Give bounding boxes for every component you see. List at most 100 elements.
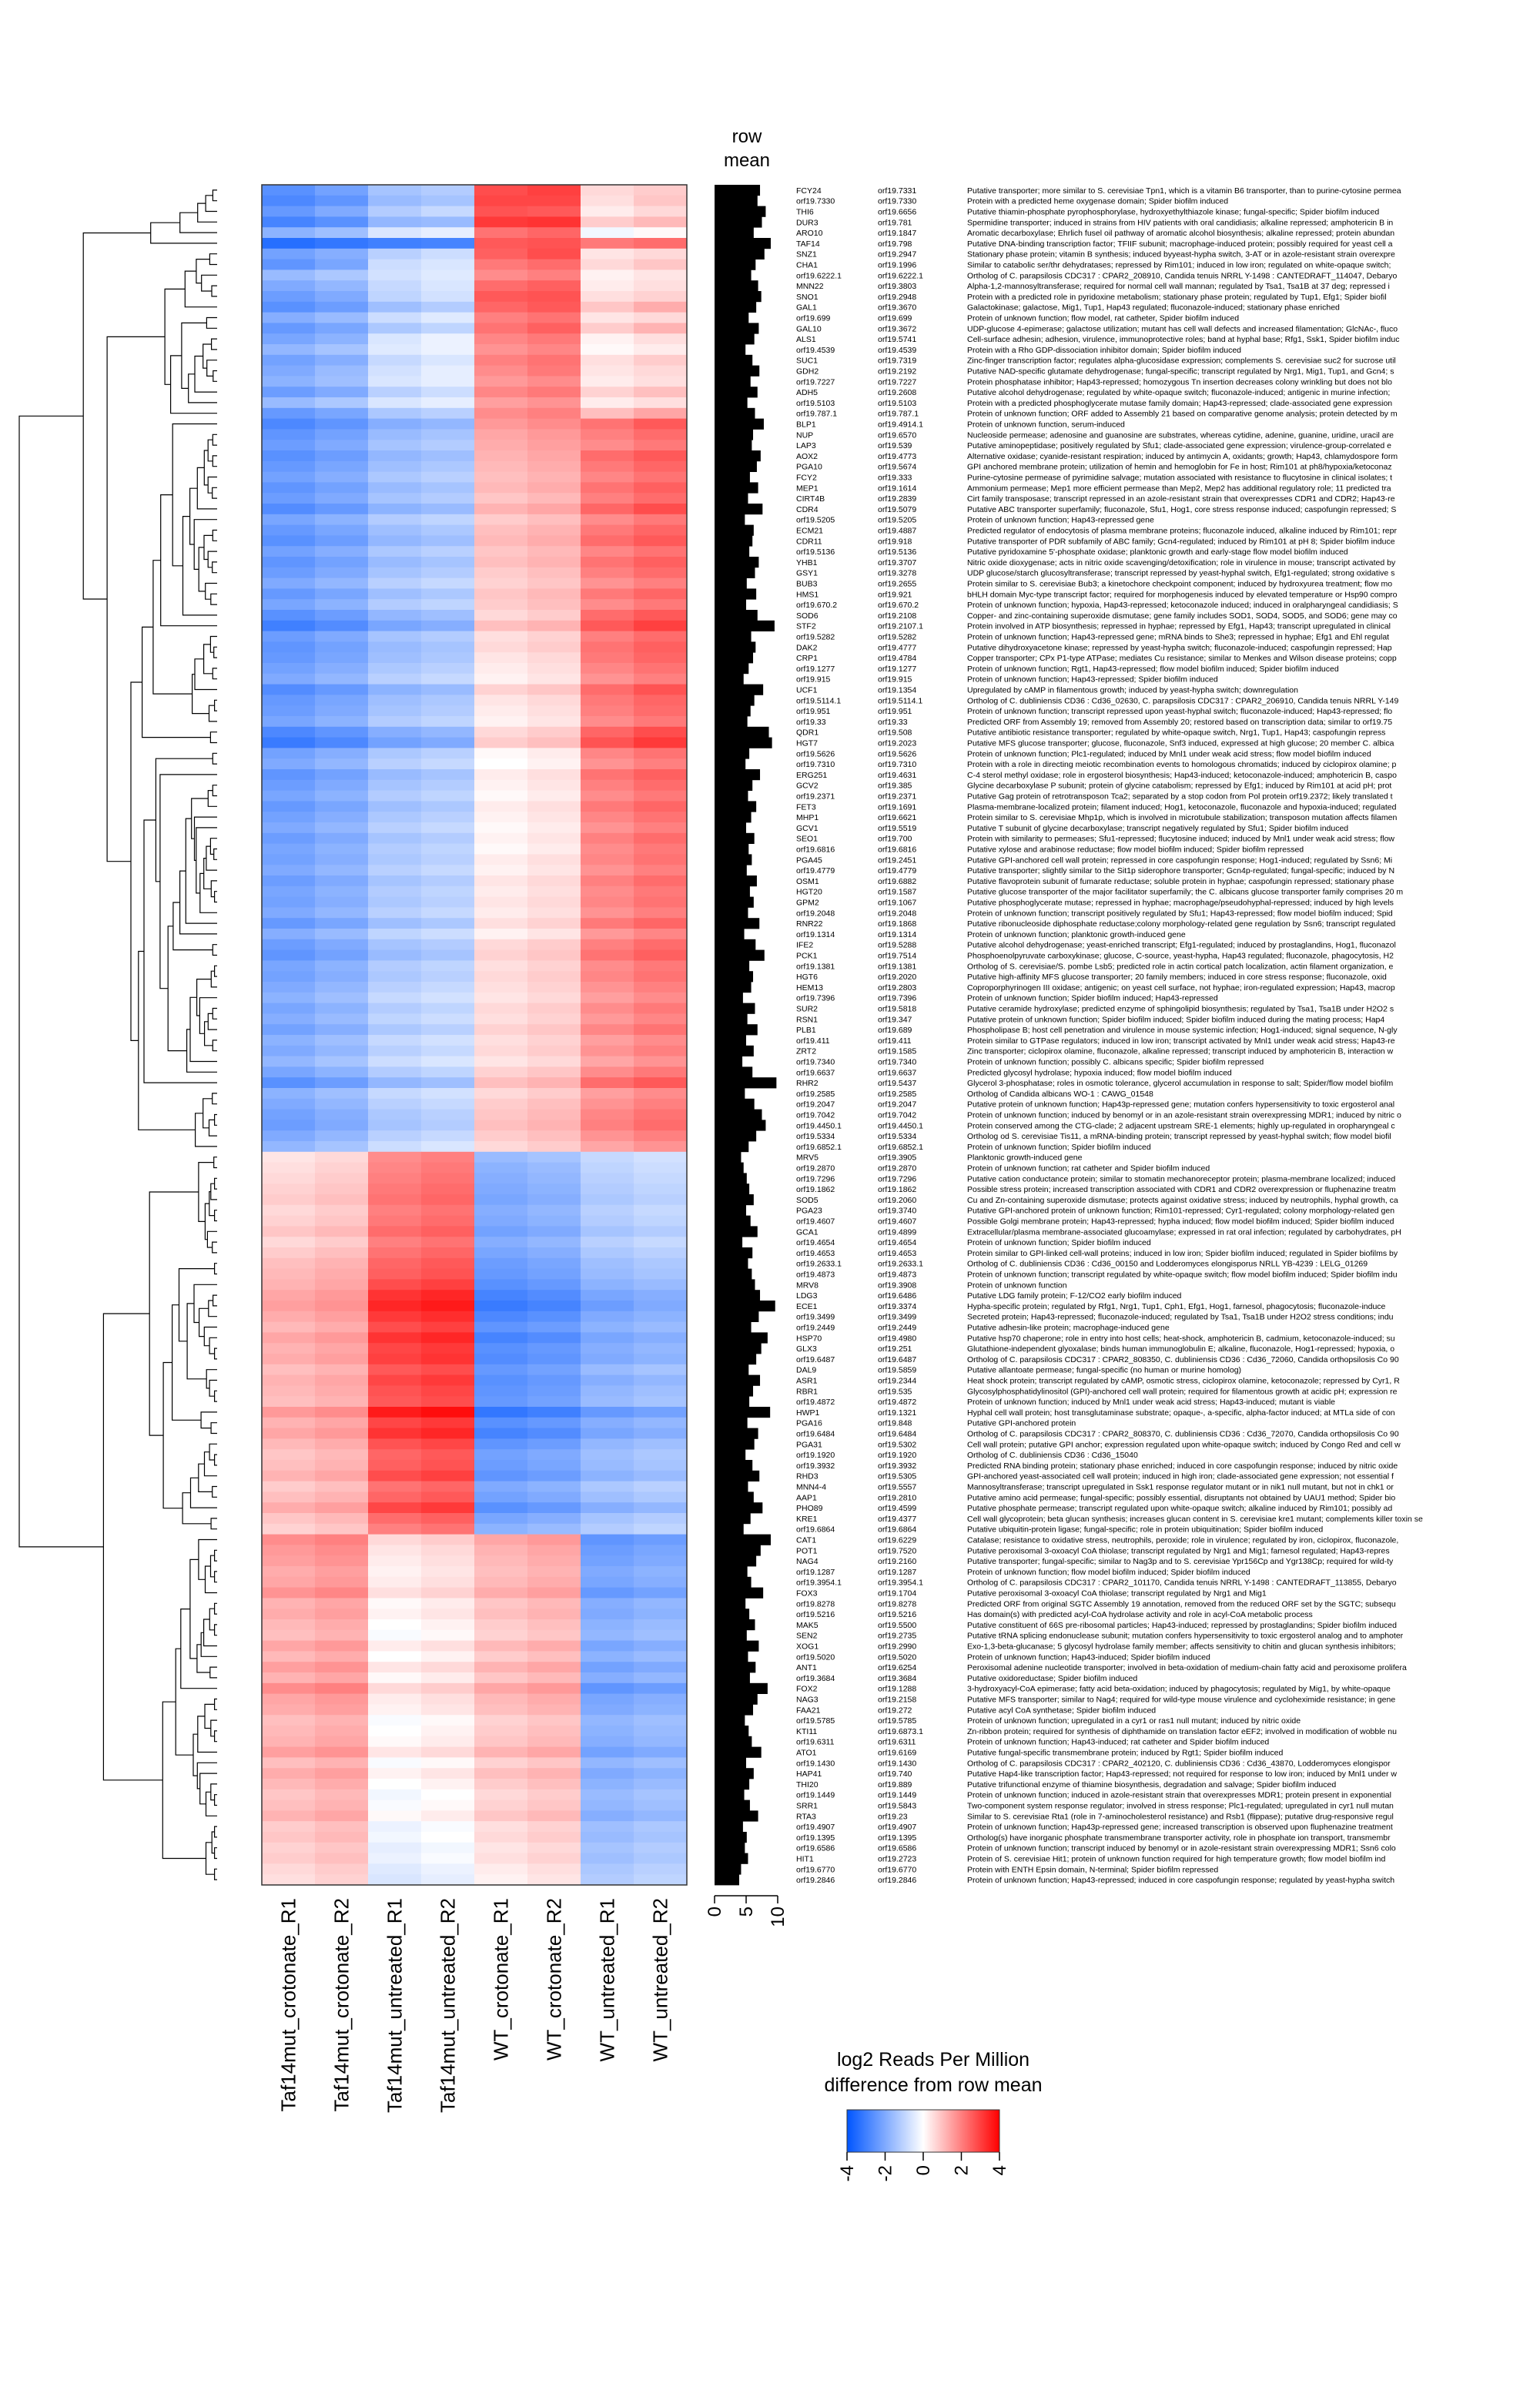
- heatmap-cell: [581, 1311, 634, 1323]
- heatmap-cell: [527, 832, 581, 845]
- heatmap-cell: [368, 1842, 422, 1854]
- row-description: Ortholog of C. dubliniensis CD36 : Cd36_…: [967, 696, 1398, 705]
- heatmap-cell: [581, 748, 634, 759]
- heatmap-cell: [581, 907, 634, 919]
- dendrogram-branch: [204, 1703, 215, 1729]
- row-mean-bar: [715, 929, 745, 940]
- heatmap-cell: [368, 1396, 422, 1408]
- dendrogram-branch: [209, 253, 217, 266]
- heatmap-cell: [262, 886, 316, 898]
- row-orf-id: orf19.2810: [878, 1493, 916, 1502]
- row-description: Coproporphyrinogen III oxidase; antigeni…: [967, 983, 1395, 993]
- heatmap-cell: [527, 1555, 581, 1567]
- heatmap-cell: [527, 684, 581, 695]
- row-mean-bar: [715, 1374, 761, 1386]
- row-label: orf19.7042 orf19.7042 Protein of unknown f…: [796, 1111, 1401, 1120]
- row-gene-name: CHA1: [796, 261, 818, 270]
- row-label: HGT6 orf19.2020 Putative high-affinity MFS…: [796, 973, 1387, 982]
- row-orf-id: orf19.1067: [878, 899, 916, 908]
- heatmap-cell: [634, 1109, 688, 1120]
- row-gene-name: FCY24: [796, 186, 822, 196]
- heatmap-cell: [368, 663, 422, 675]
- heatmap-cell: [421, 663, 475, 675]
- heatmap-cell: [527, 1173, 581, 1184]
- row-description: Protein with a Rho GDP-dissociation inhi…: [967, 346, 1241, 355]
- heatmap-cell: [527, 1502, 581, 1514]
- heatmap-cell: [581, 695, 634, 706]
- heatmap-cell: [315, 1183, 369, 1195]
- heatmap-cell: [421, 1237, 475, 1248]
- row-label: MRV8 orf19.3908 Protein of unknown functio…: [796, 1281, 1067, 1290]
- heatmap-cell: [421, 216, 475, 228]
- dendrogram-branch: [189, 1477, 217, 1508]
- heatmap-cell: [421, 397, 475, 409]
- heatmap-cell: [527, 652, 581, 664]
- dendrogram-branch: [209, 1337, 217, 1354]
- row-orf-id: orf19.4654: [878, 1238, 916, 1247]
- heatmap-cell: [421, 1056, 475, 1067]
- heatmap-cell: [368, 1682, 422, 1695]
- row-mean-bar: [715, 460, 757, 472]
- heatmap-cell: [262, 1247, 316, 1259]
- row-mean-bar: [715, 1576, 752, 1588]
- heatmap-cell: [581, 1268, 634, 1280]
- row-orf-id: orf19.7520: [878, 1546, 916, 1555]
- row-label: orf19.6487 orf19.6487 Ortholog of C. parap…: [796, 1355, 1399, 1364]
- row-label: QDR1 orf19.508 Putative antibiotic resista…: [796, 728, 1385, 738]
- row-description: Protein of unknown function, serum-induc…: [967, 420, 1125, 430]
- row-orf-id: orf19.272: [878, 1706, 912, 1715]
- heatmap-cell: [315, 960, 369, 972]
- row-description: Ortholog of C. dubliniensis CD36 : Cd36_…: [967, 1260, 1368, 1269]
- heatmap-cell: [262, 1364, 316, 1376]
- row-description: Putative transporter; slightly similar t…: [967, 866, 1394, 875]
- row-description: Protein similar to S. cerevisiae Mhp1p, …: [967, 813, 1397, 822]
- dendrogram-branch: [212, 1040, 217, 1052]
- row-orf-id: orf19.4899: [878, 1227, 916, 1237]
- heatmap-cell: [634, 663, 688, 675]
- heatmap-cell: [474, 684, 528, 695]
- dendrogram-branch: [206, 316, 217, 329]
- heatmap-cell: [315, 695, 369, 706]
- row-gene-name: orf19.4873: [796, 1270, 835, 1280]
- row-description: Heat shock protein; transcript regulated…: [967, 1377, 1400, 1386]
- dendrogram-branch: [214, 699, 217, 711]
- row-label: orf19.2449 orf19.2449 Putative adhesin-lik…: [796, 1324, 1170, 1333]
- dendrogram-branch: [203, 1326, 217, 1347]
- heatmap-cell: [368, 1077, 422, 1089]
- heatmap-cell: [262, 248, 316, 260]
- heatmap-cell: [634, 918, 688, 929]
- heatmap-cell: [634, 865, 688, 876]
- row-description: Putative protein of unknown function; Ha…: [967, 1100, 1394, 1110]
- heatmap-cell: [262, 1417, 316, 1429]
- row-mean-bar: [715, 652, 754, 664]
- row-orf-id: orf19.2608: [878, 388, 916, 397]
- heatmap-cell: [421, 546, 475, 557]
- row-mean-bar: [715, 1183, 750, 1195]
- heatmap-cell: [315, 1396, 369, 1408]
- row-mean-bar: [715, 216, 762, 228]
- row-description: Two-component system response regulator;…: [967, 1802, 1394, 1811]
- row-description: Protein of unknown function; Hap43-induc…: [967, 1652, 1210, 1662]
- heatmap-cell: [262, 567, 316, 579]
- heatmap-cell: [581, 323, 634, 334]
- row-label: orf19.6637 orf19.6637 Predicted glycosyl h…: [796, 1068, 1232, 1077]
- row-description: Cu and Zn-containing superoxide dismutas…: [967, 1196, 1398, 1205]
- dendrogram-branch: [102, 1313, 163, 1781]
- heatmap-cell: [581, 1693, 634, 1705]
- row-mean-bar: [715, 344, 746, 356]
- row-orf-id: orf19.2803: [878, 983, 916, 993]
- heatmap-cell: [527, 1407, 581, 1418]
- heatmap-cell: [634, 641, 688, 653]
- row-label: orf19.5216 orf19.5216 Has domain(s) with p…: [796, 1610, 1313, 1619]
- row-label: BLP1 orf19.4914.1 Protein of unknown funct…: [796, 420, 1125, 430]
- heatmap-cell: [474, 471, 528, 483]
- heatmap-cell: [368, 1779, 422, 1790]
- row-gene-name: orf19.33: [796, 718, 826, 727]
- heatmap-cell: [634, 1003, 688, 1014]
- row-gene-name: SOD6: [796, 611, 819, 621]
- heatmap-cell: [474, 354, 528, 367]
- heatmap-cell: [368, 206, 422, 217]
- heatmap-cell: [368, 280, 422, 292]
- row-description: Protein of unknown function; induced by …: [967, 1111, 1401, 1120]
- heatmap-cell: [315, 535, 369, 547]
